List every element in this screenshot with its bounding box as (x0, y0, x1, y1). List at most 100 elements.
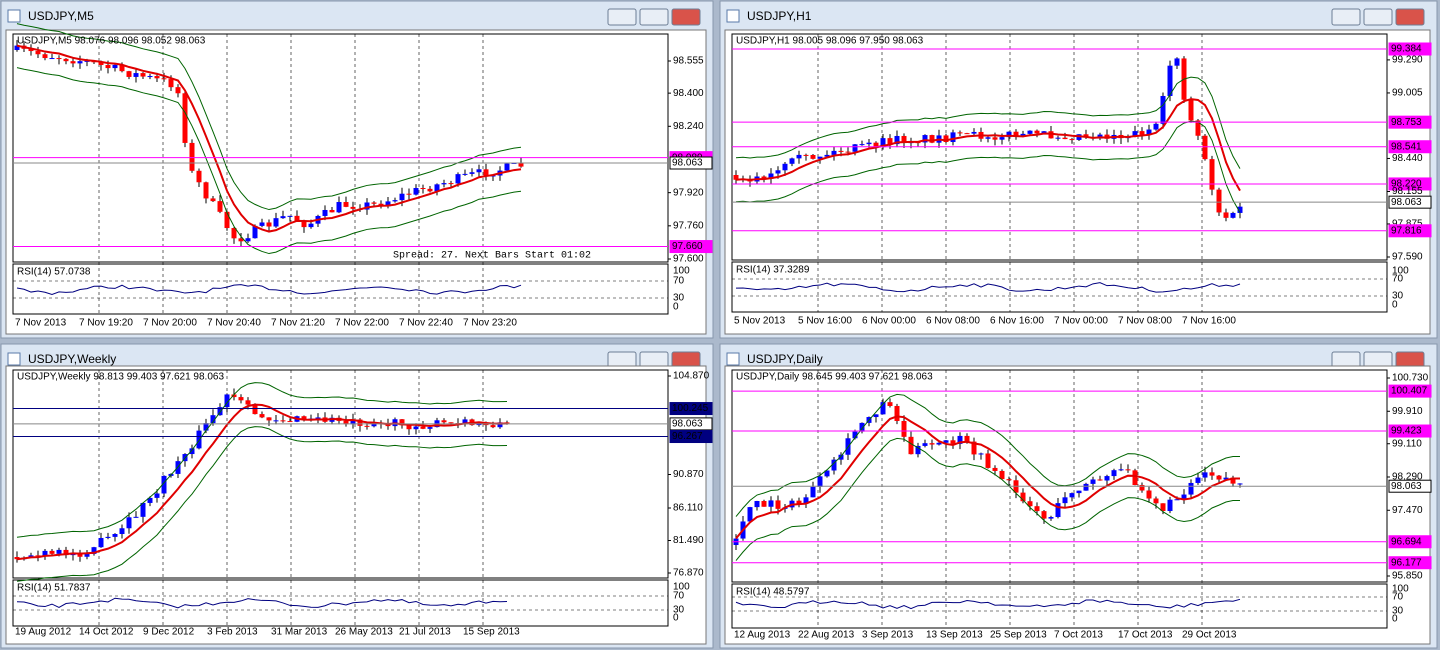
price-box (1388, 535, 1432, 549)
decor-candle (1034, 130, 1040, 134)
decor-ma (16, 403, 508, 561)
price-box (1388, 195, 1432, 209)
decor-candle (259, 414, 265, 418)
decor-candle (768, 500, 774, 507)
decor-candle (859, 422, 865, 432)
decor-candle (803, 497, 809, 504)
decor-candle (1020, 492, 1026, 502)
decor-candle (252, 404, 258, 415)
decor-candle (175, 87, 181, 94)
decor-candle (420, 426, 426, 429)
price-label: 97.660 (672, 241, 703, 252)
decor-candle (140, 73, 146, 77)
decor-candle (392, 200, 398, 202)
decor-candle (908, 436, 914, 455)
decor-candle (63, 549, 69, 556)
decor-candle (873, 414, 879, 418)
decor-candle (455, 174, 461, 184)
decor-candle (343, 420, 349, 425)
price-box (1388, 140, 1432, 154)
decor-candle (1216, 475, 1222, 480)
decor-candle (1020, 133, 1026, 137)
price-label: 98.063 (1391, 197, 1422, 208)
decor-candle (873, 142, 879, 148)
minimize-button[interactable] (607, 8, 637, 26)
rsi-level-label: 100 (1392, 266, 1409, 277)
decor-candle (406, 425, 412, 430)
decor-candle (1048, 517, 1054, 519)
window-icon (726, 352, 740, 366)
time-label: 7 Nov 22:40 (399, 318, 453, 329)
window-title: USDJPY,Daily (747, 352, 823, 366)
decor-candle (1223, 477, 1229, 480)
decor-candle (448, 422, 454, 424)
price-box (1388, 479, 1432, 493)
decor-candle (161, 78, 167, 80)
decor-candle (852, 144, 858, 152)
decor-candle (273, 420, 279, 422)
price-label: 97.760 (673, 220, 704, 231)
time-label: 7 Nov 00:00 (1054, 316, 1108, 327)
decor-candle (894, 405, 900, 421)
maximize-button[interactable] (639, 8, 669, 26)
minimize-button[interactable] (1331, 8, 1361, 26)
decor-rsi (16, 284, 522, 295)
time-label: 14 Oct 2012 (79, 627, 134, 638)
decor-candle (98, 537, 104, 548)
decor-candle (168, 79, 174, 88)
decor-candle (1125, 469, 1131, 471)
decor-candle (929, 443, 935, 445)
decor-candle (831, 459, 837, 471)
close-button[interactable] (671, 8, 701, 26)
decor-candle (999, 137, 1005, 140)
decor-candle (196, 430, 202, 449)
decor-candle (1237, 483, 1243, 485)
decor-rsi (735, 598, 1241, 610)
price-box (669, 417, 713, 431)
decor-candle (1153, 123, 1159, 130)
maximize-button[interactable] (1363, 8, 1393, 26)
price-label: 100.730 (1392, 373, 1429, 384)
rsi-level-label: 30 (1392, 291, 1404, 302)
decor-candle (280, 216, 286, 219)
rsi-label: RSI(14) 51.7837 (17, 583, 91, 594)
decor-candle (838, 150, 844, 152)
decor-candle (259, 222, 265, 226)
price-label: 86.110 (673, 503, 703, 514)
decor-candle (126, 71, 132, 77)
time-label: 5 Nov 2013 (734, 316, 786, 327)
decor-candle (105, 536, 111, 538)
rsi-label: RSI(14) 48.5797 (736, 587, 810, 598)
price-label: 76.870 (673, 568, 704, 579)
decor-candle (329, 209, 335, 213)
decor-candle (196, 170, 202, 183)
rsi-level-label: 100 (673, 582, 690, 593)
decor-candle (1230, 477, 1236, 484)
time-label: 7 Nov 08:00 (1118, 316, 1172, 327)
rsi-level-label: 100 (1392, 584, 1409, 595)
decor-candle (1041, 131, 1047, 134)
rsi-label: RSI(14) 57.0738 (17, 267, 91, 278)
decor-candle (364, 425, 370, 427)
decor-candle (775, 170, 781, 174)
time-label: 7 Nov 22:00 (335, 318, 389, 329)
price-label: 98.541 (1391, 141, 1422, 152)
decor-candle (224, 394, 230, 408)
price-label: 98.063 (672, 419, 703, 430)
close-button[interactable] (1395, 8, 1425, 26)
rsi-level-label: 0 (1392, 300, 1398, 311)
decor-candle (1111, 470, 1117, 477)
main-panel (12, 33, 669, 263)
decor-candle (1069, 139, 1075, 141)
decor-candle (448, 183, 454, 185)
decor-ma (16, 44, 522, 233)
decor-candle (1174, 58, 1180, 66)
decor-band (735, 437, 1241, 561)
decor-candle (894, 135, 900, 145)
price-label: 96.694 (1391, 536, 1422, 547)
decor-candle (1006, 131, 1012, 138)
chart-window: USDJPY,Weekly 19 Aug 2012 14 Oct 2012 9 Dec… (0, 343, 714, 649)
time-label: 13 Sep 2013 (926, 630, 983, 641)
time-label: 3 Sep 2013 (862, 630, 914, 641)
decor-candle (810, 486, 816, 498)
